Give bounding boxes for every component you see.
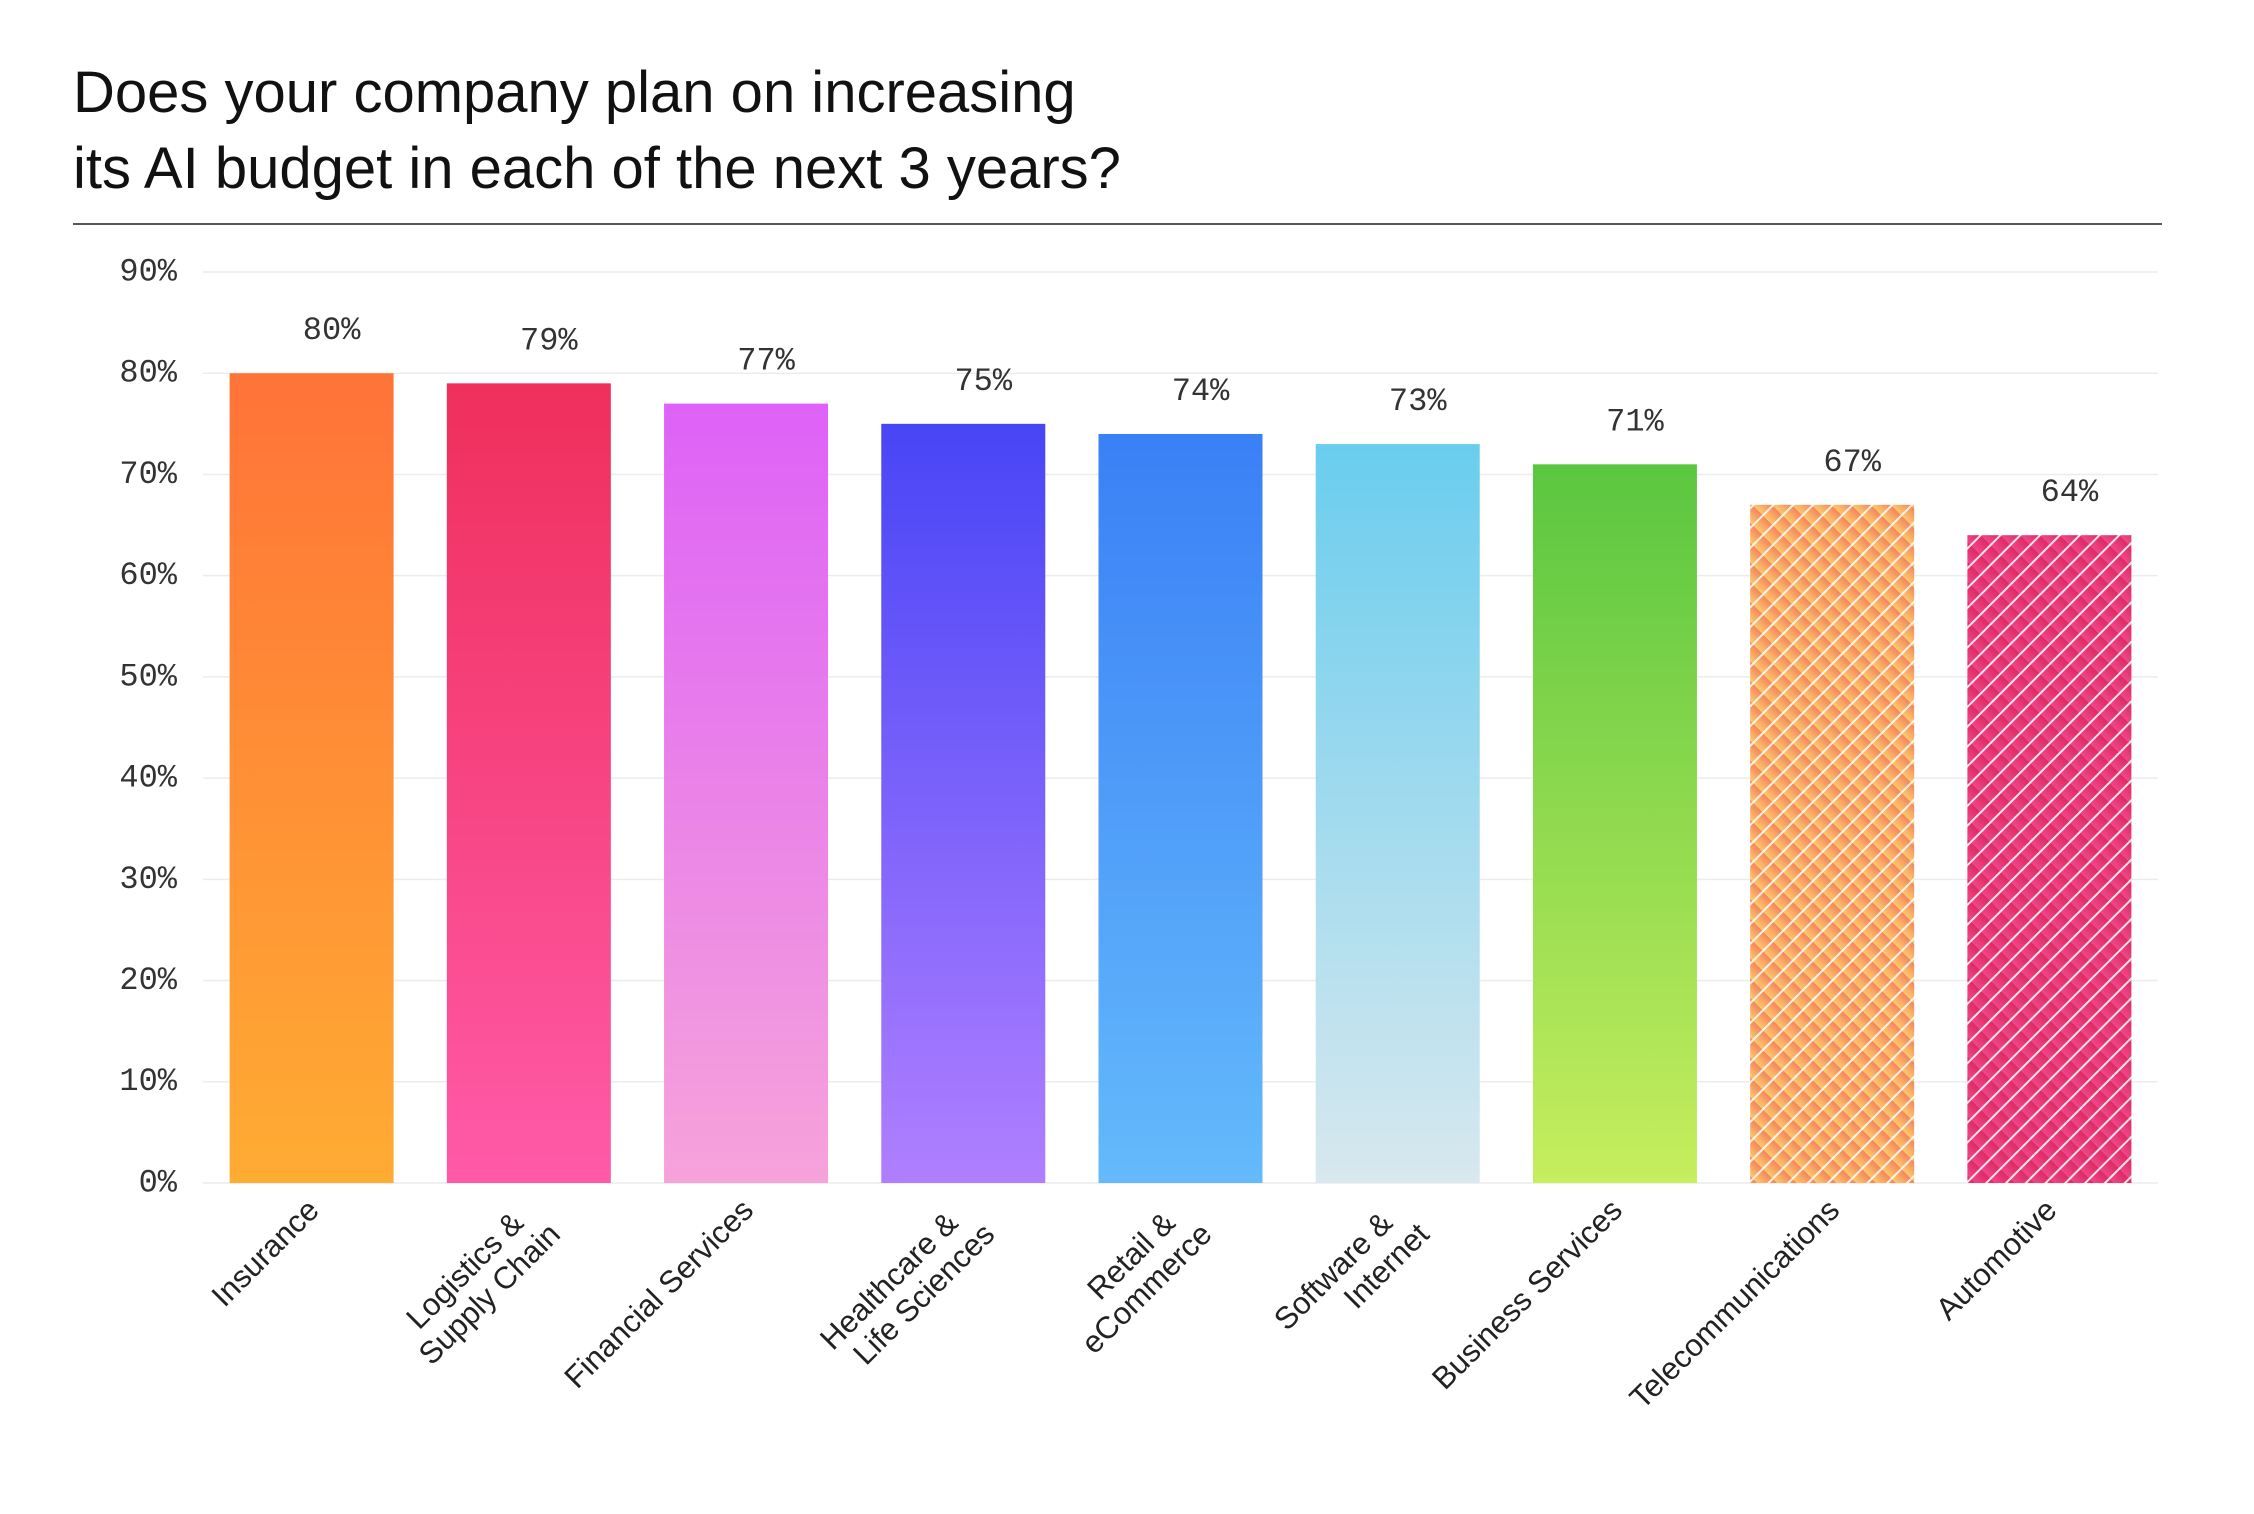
bar xyxy=(1750,504,1915,1183)
y-tick-label: 60% xyxy=(119,557,177,594)
bar xyxy=(1967,535,2132,1183)
x-tick-label: Software &Internet xyxy=(1267,1192,1436,1361)
x-tick-label-line: Business Services xyxy=(1425,1192,1629,1396)
x-tick-label: Logistics &Supply Chain xyxy=(388,1192,567,1371)
x-tick-label-line: Telecommunications xyxy=(1623,1192,1846,1415)
x-tick-label: Insurance xyxy=(205,1192,326,1313)
value-label: 71% xyxy=(1606,403,1664,440)
value-label: 64% xyxy=(2041,474,2099,511)
bar xyxy=(229,373,394,1183)
bar xyxy=(1098,433,1263,1183)
value-label: 74% xyxy=(1172,373,1230,410)
bar xyxy=(881,423,1046,1183)
x-tick-label-line: Financial Services xyxy=(557,1192,760,1395)
bar xyxy=(1532,464,1697,1183)
bar xyxy=(446,383,611,1183)
y-tick-label: 50% xyxy=(119,658,177,695)
y-tick-label: 20% xyxy=(119,962,177,999)
y-tick-label: 10% xyxy=(119,1063,177,1100)
chart-title: Does your company plan on increasing xyxy=(73,60,1076,125)
x-tick-label: Telecommunications xyxy=(1623,1192,1846,1415)
y-tick-label: 30% xyxy=(119,861,177,898)
x-tick-label-line: Automotive xyxy=(1929,1192,2063,1326)
value-label: 77% xyxy=(737,343,795,380)
value-label: 80% xyxy=(303,312,361,349)
value-label: 79% xyxy=(520,322,578,359)
bar xyxy=(1315,444,1480,1184)
x-tick-label: Automotive xyxy=(1929,1192,2063,1326)
value-label: 67% xyxy=(1823,444,1881,481)
x-tick-label-line: Insurance xyxy=(205,1192,326,1313)
y-tick-label: 70% xyxy=(119,456,177,493)
x-tick-label: Business Services xyxy=(1425,1192,1629,1396)
y-tick-label: 40% xyxy=(119,760,177,797)
value-label: 75% xyxy=(954,363,1012,400)
bar xyxy=(664,403,829,1184)
y-tick-label: 0% xyxy=(139,1164,178,1201)
y-tick-label: 80% xyxy=(119,355,177,392)
x-tick-label: Financial Services xyxy=(557,1192,760,1395)
x-tick-label: Retail &eCommerce xyxy=(1050,1192,1218,1360)
x-tick-label: Healthcare &Life Sciences xyxy=(813,1192,1001,1380)
chart-title: its AI budget in each of the next 3 year… xyxy=(73,136,1121,201)
y-tick-label: 90% xyxy=(119,253,177,290)
value-label: 73% xyxy=(1389,383,1447,420)
